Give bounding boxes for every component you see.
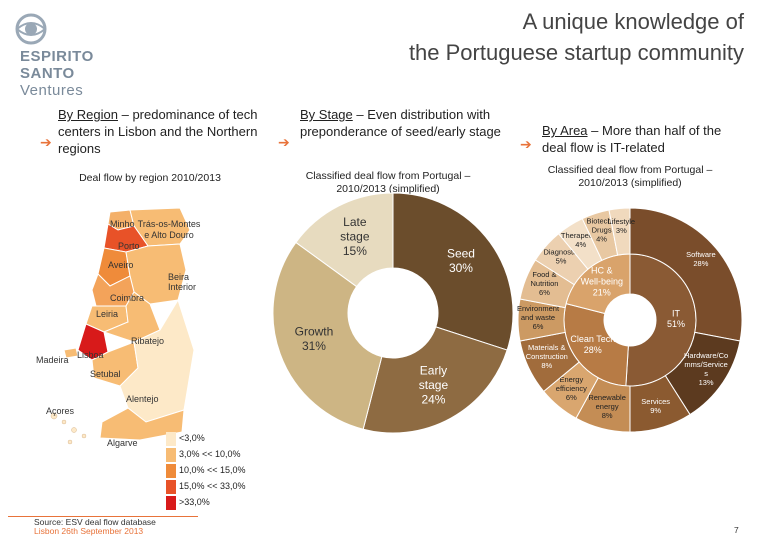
pie-slice-late-stage: [295, 192, 394, 288]
donut-outer-lifestyle: [608, 207, 631, 256]
donut-inner-label: IT 51%: [667, 308, 685, 329]
map-label-beira: Beira Interior: [168, 272, 197, 292]
arrow-right-icon: ➔: [278, 134, 290, 150]
arrow-right-icon: ➔: [520, 136, 532, 152]
page-number: 7: [734, 525, 739, 535]
region-header: ➔ By Region – predominance of tech cente…: [40, 107, 258, 156]
arrow-right-icon: ➔: [40, 134, 52, 150]
map-label-minho: Minho: [110, 219, 135, 229]
map-legend-item: 10,0% << 15,0%: [166, 462, 246, 478]
stage-subtitle: Classified deal flow from Portugal – 201…: [305, 170, 471, 195]
legend-label: 10,0% << 15,0%: [179, 465, 246, 475]
logo: ESPIRITO SANTO Ventures: [6, 12, 136, 99]
legend-label: 15,0% << 33,0%: [179, 481, 246, 491]
footer-source: Source: ESV deal flow database: [34, 517, 156, 527]
pie-slice-early-stage: [362, 326, 508, 434]
map-label-acores: Açores: [46, 406, 75, 416]
area-header: ➔ By Area – More than half of the deal f…: [520, 123, 722, 155]
footer-date: Lisbon 26th September 2013: [34, 526, 144, 536]
map-region-algarve: [99, 407, 185, 441]
donut-outer-label: Therapeutic 4%: [561, 231, 601, 249]
logo-mark-icon: [15, 13, 47, 45]
map-legend-item: >33,0%: [166, 494, 210, 510]
pie-label: Early stage 24%: [419, 364, 449, 407]
legend-swatch: [166, 479, 176, 494]
map-legend-item: 3,0% << 10,0%: [166, 446, 241, 462]
map-label-coimbra: Coimbra: [110, 293, 145, 303]
map-label-setubal: Setubal: [90, 369, 121, 379]
donut-outer-label: Food & Nutrition 6%: [530, 270, 558, 297]
donut-outer-label: Software 28%: [686, 250, 716, 268]
map-label-leiria: Leiria: [96, 309, 119, 319]
pie-slice-seed: [392, 192, 514, 351]
map-label-tras-os-montes: Trás-os-Montes e Alto Douro: [137, 219, 201, 240]
map-region-acores: [50, 412, 58, 420]
legend-swatch: [166, 463, 176, 478]
region-subtitle: Deal flow by region 2010/2013: [79, 172, 221, 184]
logo-line1: ESPIRITO: [20, 48, 94, 65]
area-subtitle: Classified deal flow from Portugal – 201…: [547, 164, 713, 189]
logo-line3: Ventures: [20, 82, 84, 99]
map-label-ribatejo: Ribatejo: [131, 336, 165, 346]
donut-outer-label: Energy efficiency 6%: [556, 375, 587, 402]
area-donut-chart: IT 51% Clean Tech 28% HC & Well-being 21% Softw…: [517, 207, 743, 433]
stage-pie-chart: Seed 30% Early stage 24% Growth 31% Late stage 15…: [272, 192, 514, 434]
donut-inner-label: HC & Well-being 21%: [581, 266, 623, 298]
pie-label: Late stage 15%: [340, 215, 370, 258]
map-region-madeira: [63, 347, 79, 359]
map-label-lisboa: Lisboa: [77, 350, 104, 360]
map-label-porto: Porto: [118, 241, 140, 251]
legend-swatch: [166, 495, 176, 510]
donut-outer-label: Environment and waste 6%: [517, 304, 560, 331]
donut-outer-label: Diagnostic 5%: [543, 248, 578, 266]
donut-outer-software: [629, 207, 743, 342]
map-label-aveiro: Aveiro: [108, 260, 134, 270]
map-legend-item: 15,0% << 33,0%: [166, 478, 246, 494]
donut-outer-label: Services 9%: [641, 397, 670, 415]
donut-outer-label: Renewable energy 8%: [588, 393, 626, 420]
map-legend-item: <3,0%: [166, 430, 205, 446]
pie-label: Growth 31%: [295, 324, 334, 352]
donut-outer-label: Hardware/Co mms/Service s 13%: [684, 351, 728, 387]
legend-swatch: [166, 431, 176, 446]
legend-swatch: [166, 447, 176, 462]
map-label-algarve: Algarve: [107, 438, 138, 448]
legend-label: 3,0% << 10,0%: [179, 449, 241, 459]
donut-outer-label: Materials & Construction 8%: [526, 343, 568, 370]
pie-label: Seed 30%: [447, 247, 475, 275]
legend-label: <3,0%: [179, 433, 205, 443]
map-label-madeira: Madeira: [36, 355, 69, 365]
portugal-map: [50, 207, 195, 445]
pie-slice-growth: [272, 241, 383, 430]
donut-inner-label: Clean Tech 28%: [570, 334, 615, 355]
logo-line2: SANTO: [20, 65, 75, 82]
stage-header: ➔ By Stage – Even distribution with prep…: [278, 107, 501, 150]
legend-label: >33,0%: [179, 497, 210, 507]
map-label-alentejo: Alentejo: [126, 394, 159, 404]
donut-outer-label: Lifestyle 3%: [608, 217, 636, 235]
footer-divider: [8, 516, 198, 517]
donut-outer-label: Biotech& Drugs 4%: [587, 217, 617, 244]
page-title: A unique knowledge of the Portuguese sta…: [408, 9, 744, 65]
